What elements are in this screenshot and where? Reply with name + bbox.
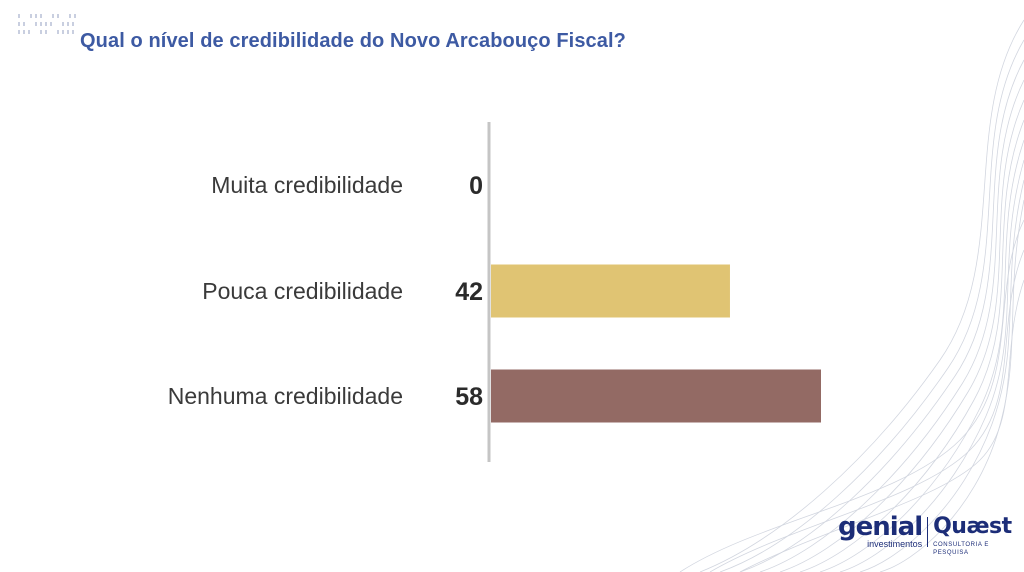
genial-logo: genial investimentos <box>838 512 923 549</box>
value-label: 42 <box>455 278 483 306</box>
corner-dot-pattern <box>18 14 76 38</box>
value-label: 0 <box>469 172 483 200</box>
category-label: Pouca credibilidade <box>202 278 403 304</box>
value-label: 58 <box>455 383 483 411</box>
bar <box>491 369 821 423</box>
chart-title: Qual o nível de credibilidade do Novo Ar… <box>80 30 626 52</box>
logo-divider <box>927 517 929 547</box>
category-label: Nenhuma credibilidade <box>168 383 403 409</box>
quaest-logo: Quæst CONSULTORIA E PESQUISA <box>933 514 1012 557</box>
category-label: Muita credibilidade <box>211 172 403 198</box>
bar <box>491 264 730 318</box>
brand-logos: genial investimentos Quæst CONSULTORIA E… <box>838 512 1024 557</box>
